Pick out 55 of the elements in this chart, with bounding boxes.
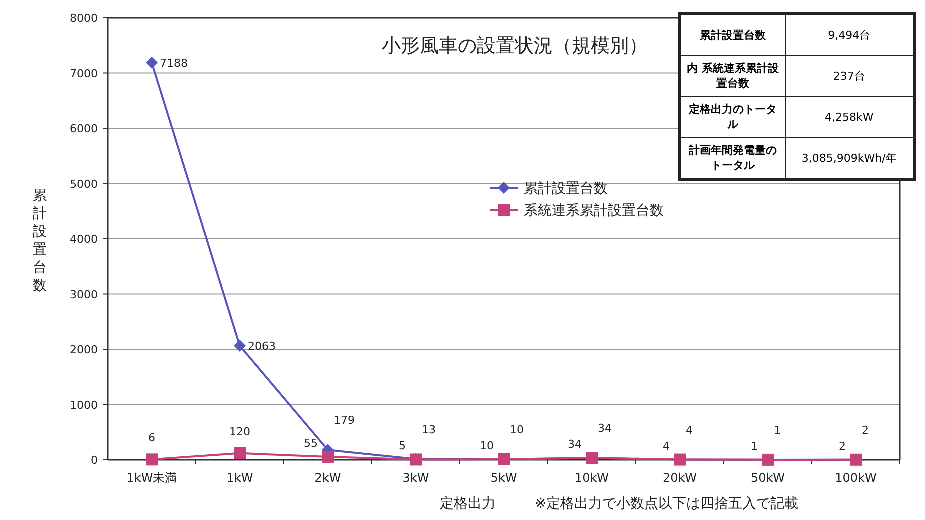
point (322, 450, 334, 463)
data-label: 10 (510, 423, 524, 436)
point (146, 56, 158, 69)
x-tick-label: 100kW (835, 471, 877, 485)
y-tick-label: 2000 (70, 344, 98, 356)
y-tick-label: 6000 (70, 122, 98, 136)
y-tick-label: 3000 (70, 288, 98, 302)
text: 4,258kW (825, 110, 874, 124)
y-tick-label: 1000 (70, 398, 98, 412)
x-tick-label: 1kW (226, 471, 254, 485)
text: 3,085,909kWh/年 (802, 152, 897, 164)
data-label: 6 (148, 432, 156, 445)
y-axis-title: 累計設置台数 (33, 188, 47, 294)
x-tick-label: 10kW (574, 471, 610, 485)
data-label: 34 (568, 438, 582, 452)
text: 小形風車の設置状況（規模別） (382, 35, 648, 57)
x-tick-label: 1kW未満 (126, 471, 178, 485)
point (146, 454, 158, 466)
text: ※定格出力で小数点以下は四捨五入で記載 (535, 496, 799, 512)
data-label: 2063 (248, 340, 276, 354)
category-label: 内 系統連系累計設置台数 (680, 56, 786, 96)
category-label: 累計設置台数 (680, 14, 786, 56)
x-tick-label: 3kW (402, 471, 430, 485)
data-label: 179 (334, 414, 355, 428)
x-tick-label: 50kW (750, 471, 786, 485)
y-tick-label: 4000 (70, 233, 98, 246)
text: 237台 (833, 70, 866, 82)
data-label: 4 (686, 424, 693, 437)
y-tick-label: 5000 (70, 178, 98, 191)
data-label: 55 (304, 436, 318, 450)
y-tick-label: 8000 (70, 12, 98, 25)
category-label: 定格出力のトータル (680, 96, 786, 138)
data-label: 34 (598, 422, 612, 436)
data-label: 10 (480, 439, 494, 452)
data-label: 13 (422, 423, 436, 436)
legend-label: 累計設置台数 (524, 181, 608, 197)
data-label: 120 (230, 425, 250, 438)
point (234, 340, 246, 352)
x-tick-label: 20kW (662, 471, 698, 485)
data-label: 5 (399, 440, 406, 453)
data-label: 1 (774, 424, 781, 437)
data-label: 2 (862, 424, 869, 437)
x-tick-label: 5kW (490, 471, 518, 485)
y-tick-label: 7000 (70, 67, 98, 80)
data-label: 2 (839, 440, 846, 453)
point (234, 447, 246, 460)
category-label: 計画年間発電量のトータル (680, 138, 786, 180)
x-axis-title: 定格出力 (440, 496, 496, 512)
legend-label: 系統連系累計設置台数 (524, 203, 664, 219)
text: 9,494台 (828, 28, 871, 42)
y-tick-label: 0 (91, 454, 98, 467)
data-label: 7188 (160, 56, 188, 70)
data-label: 4 (663, 440, 670, 453)
x-tick-label: 2kW (314, 471, 342, 485)
data-label: 1 (751, 440, 758, 453)
